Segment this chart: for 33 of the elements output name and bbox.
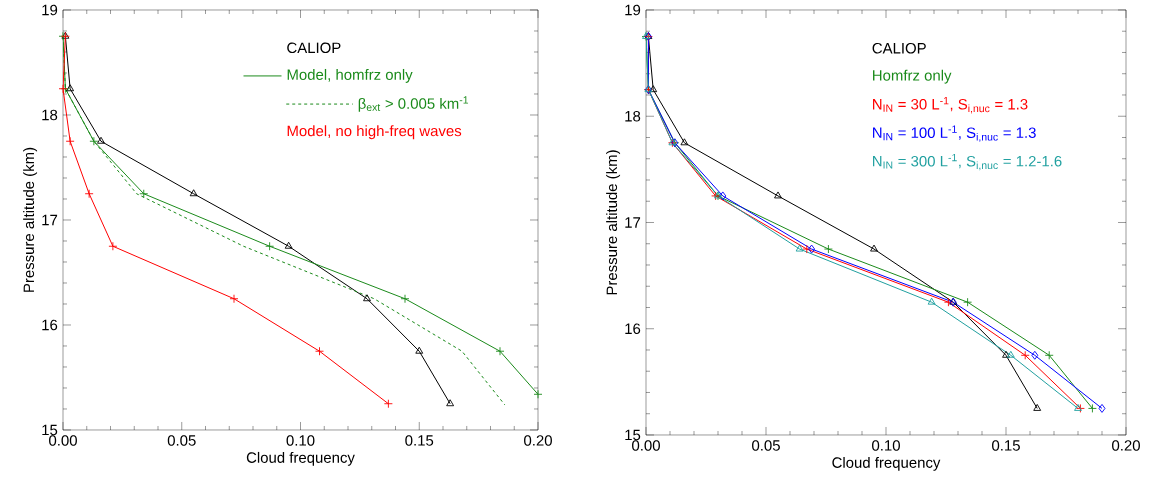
text: Model, no high-freq waves bbox=[287, 125, 462, 140]
text: CALIOP bbox=[872, 42, 926, 54]
legend-label: Model, homfrz only bbox=[287, 68, 413, 83]
text: N$_{IN}$ = 100 L$^{-1}$, S$_{i,nuc}$ = 1.3 bbox=[873, 125, 1036, 142]
text: N$_{IN}$ = 30 L$^{-1}$, S$_{i,nuc}$ = 1.3 bbox=[873, 97, 1028, 114]
y-axis-title: Pressure altitude (km) bbox=[23, 147, 38, 292]
text: CALIOP bbox=[287, 42, 341, 54]
y-tick-label: 19 bbox=[42, 4, 58, 16]
text: N$_{IN}$ = 300 L$^{-1}$, S$_{i,nuc}$ = 1.2-1.6 bbox=[873, 153, 1062, 171]
x-tick-label: 0.20 bbox=[524, 435, 552, 446]
text: Homfrz only bbox=[873, 69, 952, 84]
x-tick-label: 0.15 bbox=[405, 435, 434, 446]
y-tick-label: 17 bbox=[42, 214, 58, 226]
x-tick-label: 0.00 bbox=[632, 440, 660, 451]
y-tick-label: 16 bbox=[42, 319, 58, 331]
x-axis-title: Cloud frequency bbox=[832, 456, 941, 471]
y-tick-label: 19 bbox=[625, 4, 641, 16]
x-tick-label: 0.05 bbox=[752, 440, 780, 451]
x-tick-label: 0.00 bbox=[49, 435, 77, 446]
legend-label: β$_{ext}$ > 0.005 km$^{-1}$ bbox=[358, 96, 469, 112]
y-tick-label: 15 bbox=[42, 424, 58, 436]
y-tick-label: 15 bbox=[625, 429, 641, 441]
y-tick-label: 16 bbox=[625, 323, 641, 335]
y-tick-label: 17 bbox=[625, 217, 641, 228]
x-tick-label: 0.10 bbox=[872, 440, 900, 451]
y-axis-title: Pressure altitude (km) bbox=[606, 150, 621, 295]
x-tick-label: 0.10 bbox=[286, 435, 315, 446]
y-tick-label: 18 bbox=[625, 110, 641, 122]
x-tick-label: 0.05 bbox=[167, 435, 196, 446]
x-axis-title: Cloud frequency bbox=[246, 451, 355, 466]
x-tick-label: 0.20 bbox=[1112, 440, 1140, 451]
y-tick-label: 18 bbox=[42, 109, 58, 121]
x-tick-label: 0.15 bbox=[992, 440, 1020, 451]
